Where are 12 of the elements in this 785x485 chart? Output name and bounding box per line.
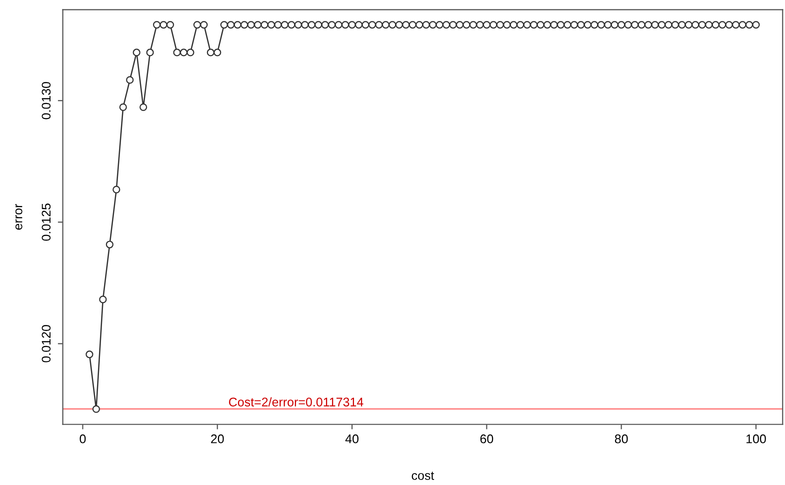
y-tick-label: 0.0120: [42, 325, 51, 362]
x-tick-label: 80: [614, 434, 628, 444]
x-tick-label: 40: [345, 434, 358, 444]
x-tick-label: 20: [211, 434, 224, 444]
x-tick-label: 0: [80, 434, 86, 444]
y-tick-label: 0.0130: [42, 82, 51, 120]
x-tick-label: 100: [746, 434, 766, 444]
x-tick-label: 60: [480, 434, 494, 444]
y-tick-label: 0.0125: [42, 204, 51, 241]
ref-line-label: Cost=2/error=0.0117314: [229, 397, 364, 406]
x-axis-title: cost: [412, 472, 434, 480]
y-axis-title: error: [15, 204, 22, 230]
